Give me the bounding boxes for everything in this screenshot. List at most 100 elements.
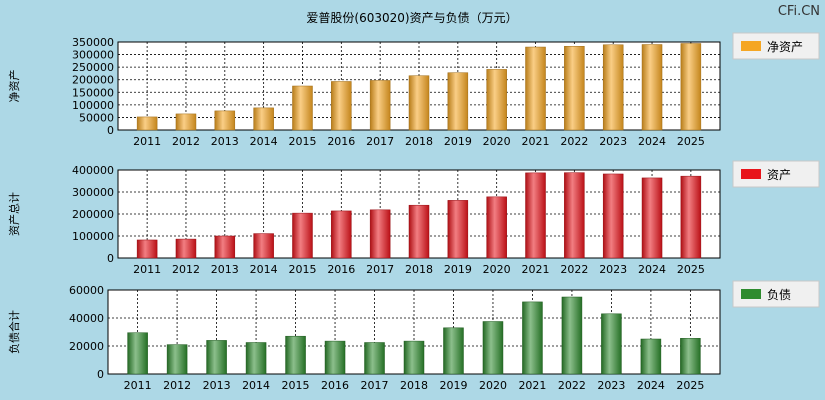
bar-2014 <box>253 107 274 131</box>
bar-2012 <box>175 113 197 131</box>
bar-2023 <box>602 173 624 259</box>
x-tick-label: 2019 <box>444 263 472 276</box>
x-tick-label: 2017 <box>366 263 394 276</box>
x-tick-label: 2019 <box>439 379 467 392</box>
x-tick-label: 2012 <box>172 263 200 276</box>
legend-label: 负债 <box>767 288 791 302</box>
bar-2025 <box>680 338 701 375</box>
bar-2016 <box>331 210 352 259</box>
bar-2020 <box>486 196 507 259</box>
legend: 负债 <box>732 280 820 308</box>
x-tick-label: 2015 <box>288 135 316 148</box>
bar-2012 <box>166 344 188 375</box>
x-tick-label: 2024 <box>638 263 666 276</box>
bar-2019 <box>443 327 464 375</box>
bar-2021 <box>525 46 546 131</box>
legend-label: 净资产 <box>767 40 803 54</box>
bar-2018 <box>408 204 430 259</box>
bar-2024 <box>641 177 663 259</box>
bar-2016 <box>331 81 352 131</box>
x-tick-label: 2016 <box>327 135 355 148</box>
legend-box <box>732 160 820 188</box>
y-tick-label: 300000 <box>72 186 114 199</box>
bar-2020 <box>482 321 504 375</box>
bar-2025 <box>680 43 702 131</box>
bar-2013 <box>214 235 236 259</box>
y-tick-label: 0 <box>107 124 114 137</box>
x-tick-label: 2011 <box>133 263 161 276</box>
y-tick-label: 150000 <box>72 86 114 99</box>
bar-2025 <box>680 175 702 259</box>
x-tick-label: 2020 <box>483 263 511 276</box>
x-tick-label: 2016 <box>321 379 349 392</box>
bar-2021 <box>522 301 543 375</box>
bar-2014 <box>253 233 274 259</box>
x-tick-label: 2013 <box>203 379 231 392</box>
x-tick-label: 2018 <box>400 379 428 392</box>
bar-2011 <box>136 116 158 131</box>
bar-2024 <box>641 44 663 131</box>
legend-swatch <box>741 289 761 299</box>
x-tick-label: 2021 <box>522 263 550 276</box>
x-tick-label: 2014 <box>250 135 278 148</box>
bar-2013 <box>214 110 236 131</box>
chart-panel-3: 0 20000 40000 60000 2011 2012 2013 2014 2015 2016… <box>7 280 820 392</box>
x-tick-label: 2025 <box>677 263 705 276</box>
x-tick-label: 2020 <box>479 379 507 392</box>
chart-title: 爱普股份(603020)资产与负债（万元） <box>306 11 517 25</box>
y-tick-label: 200000 <box>72 74 114 87</box>
y-axis-label: 负债合计 <box>7 310 21 354</box>
bar-2013 <box>206 340 227 375</box>
x-tick-label: 2015 <box>282 379 310 392</box>
x-tick-label: 2022 <box>558 379 586 392</box>
bar-2023 <box>601 313 622 375</box>
legend: 净资产 <box>732 32 820 60</box>
x-tick-label: 2011 <box>124 379 152 392</box>
bar-2019 <box>447 200 469 259</box>
bar-2014 <box>245 342 267 375</box>
bar-2015 <box>292 85 313 131</box>
bar-2011 <box>136 239 158 259</box>
bar-2023 <box>602 44 624 131</box>
bar-2017 <box>369 80 391 131</box>
bar-2015 <box>292 212 313 259</box>
y-tick-label: 0 <box>97 368 104 381</box>
y-tick-label: 60000 <box>69 284 104 297</box>
bar-2020 <box>486 69 507 131</box>
x-tick-label: 2017 <box>361 379 389 392</box>
x-tick-label: 2012 <box>172 135 200 148</box>
x-tick-label: 2017 <box>366 135 394 148</box>
legend-label: 资产 <box>767 168 791 182</box>
x-tick-label: 2023 <box>599 135 627 148</box>
x-tick-label: 2018 <box>405 135 433 148</box>
legend-swatch <box>741 41 761 51</box>
x-tick-label: 2023 <box>599 263 627 276</box>
y-tick-label: 50000 <box>79 111 114 124</box>
bar-2024 <box>640 338 662 375</box>
x-tick-label: 2024 <box>638 135 666 148</box>
chart-panel-1: 0500001000001500002000002500003000003500… <box>7 32 820 148</box>
bar-2022 <box>564 172 585 259</box>
bar-2017 <box>364 342 385 375</box>
y-tick-label: 250000 <box>72 61 114 74</box>
y-tick-label: 300000 <box>72 49 114 62</box>
x-tick-label: 2019 <box>444 135 472 148</box>
bar-2021 <box>525 172 546 259</box>
x-tick-label: 2023 <box>597 379 625 392</box>
y-tick-label: 350000 <box>72 36 114 49</box>
y-axis-label: 资产总计 <box>7 192 21 236</box>
x-tick-label: 2014 <box>242 379 270 392</box>
y-tick-label: 200000 <box>72 208 114 221</box>
x-tick-label: 2018 <box>405 263 433 276</box>
bar-2015 <box>285 335 306 375</box>
chart-panel-2: 0 100000 200000 300000 400000 2011 2012 2013 201… <box>7 160 820 276</box>
x-tick-label: 2025 <box>677 135 705 148</box>
x-tick-label: 2024 <box>637 379 665 392</box>
bar-2022 <box>561 296 583 375</box>
x-tick-label: 2025 <box>676 379 704 392</box>
y-tick-label: 100000 <box>72 230 114 243</box>
x-tick-label: 2011 <box>133 135 161 148</box>
bar-2011 <box>127 332 148 375</box>
x-tick-label: 2020 <box>483 135 511 148</box>
x-tick-label: 2022 <box>560 135 588 148</box>
